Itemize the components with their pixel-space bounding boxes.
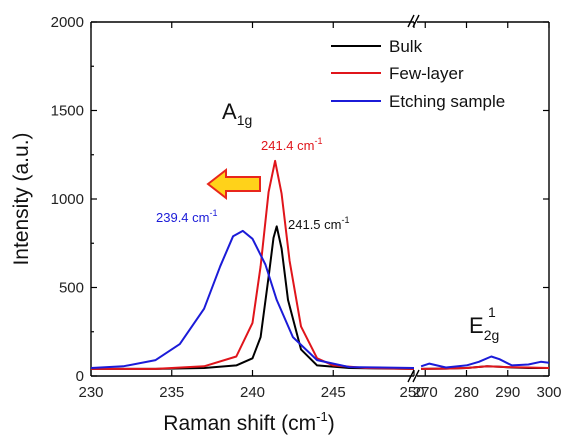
legend: Bulk Few-layer Etching sample [331,37,505,111]
x-tick-label: 270 [413,384,438,401]
x-axis-title: Raman shift (cm-1) [163,409,334,435]
x-tick-label: 245 [321,384,346,401]
axis-break-marks [407,14,420,383]
axis-break-mark [407,14,415,28]
y-tick-label: 500 [59,280,84,297]
annotation-bulk-peak: 241.5 cm-1 [288,215,350,232]
x-tick-label: 300 [536,384,561,401]
peak-label-a1g: A1g [222,99,252,128]
series-line-few-layer-right [421,365,549,370]
y-tick-label: 0 [76,368,84,385]
series-lines-right [420,355,549,370]
legend-label-bulk: Bulk [389,37,423,56]
y-tick-label: 2000 [51,14,84,31]
shift-arrow-icon [206,167,261,201]
x-tick-label: 240 [240,384,265,401]
series-line-bulk [91,225,414,370]
x-tick-label: 230 [78,384,103,401]
y-tick-label: 1000 [51,191,84,208]
x-tick-label: 250 [399,384,424,401]
series-lines-left [91,159,414,370]
axis-break-mark [412,14,420,28]
annotation-few-layer-peak: 241.4 cm-1 [261,136,323,153]
peak-label-e2g: E2g [469,313,499,343]
series-line-etching-sample-right [420,355,549,369]
axis-break-mark [407,369,415,383]
axis-break-mark [412,369,420,383]
series-line-few-layer [91,159,414,370]
axis-ticks: 0 500 1000 1500 2000 230 235 240 245 270 280 290 300… [51,14,562,401]
y-tick-label: 1500 [51,103,84,120]
x-tick-label: 280 [454,384,479,401]
series-line-etching-sample [91,229,414,369]
legend-label-few-layer: Few-layer [389,64,464,83]
annotation-etching-peak: 239.4 cm-1 [156,208,218,225]
y-axis-title: Intensity (a.u.) [10,132,33,265]
x-tick-label: 235 [159,384,184,401]
legend-label-etching: Etching sample [389,92,505,111]
x-tick-label: 290 [495,384,520,401]
peak-label-e2g-sup: 1 [488,304,496,320]
